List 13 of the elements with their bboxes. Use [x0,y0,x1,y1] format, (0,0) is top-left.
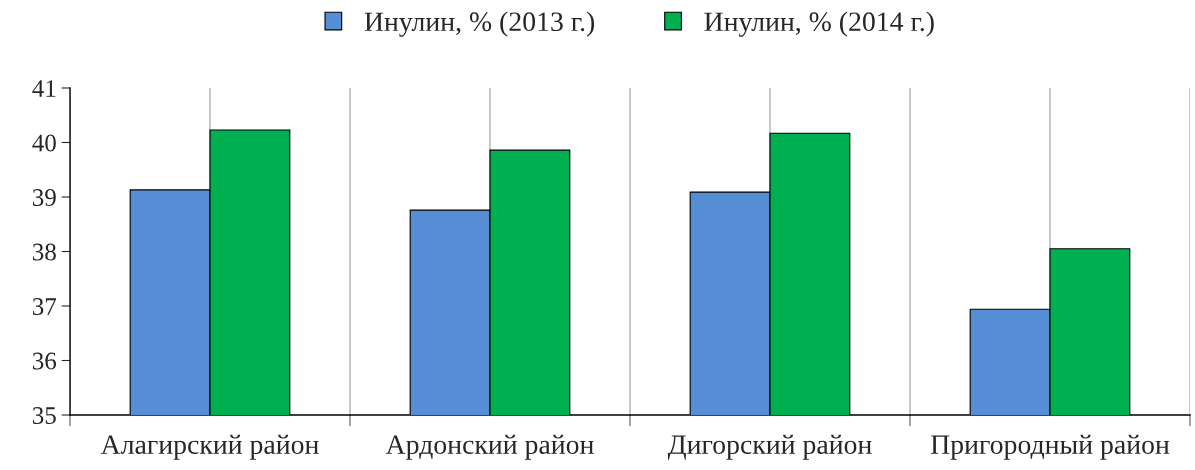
y-tick-label: 36 [33,352,57,370]
legend-label: Инулин, % (2014 г.) [704,11,934,37]
y-tick-label: 37 [33,298,57,315]
x-tick-label: Дигорский район [667,434,872,460]
legend-label: Инулин, % (2013 г.) [364,11,595,37]
x-tick-label: Пригородный район [930,434,1170,460]
y-tick-label: 40 [32,134,56,152]
x-tick-label: Алагирский район [100,434,319,460]
x-tick-label: Ардонский район [385,434,594,460]
y-tick-label: 41 [32,80,56,97]
y-tick-label: 39 [33,189,56,206]
y-tick-label: 38 [33,243,56,261]
y-tick-label: 35 [33,407,56,424]
